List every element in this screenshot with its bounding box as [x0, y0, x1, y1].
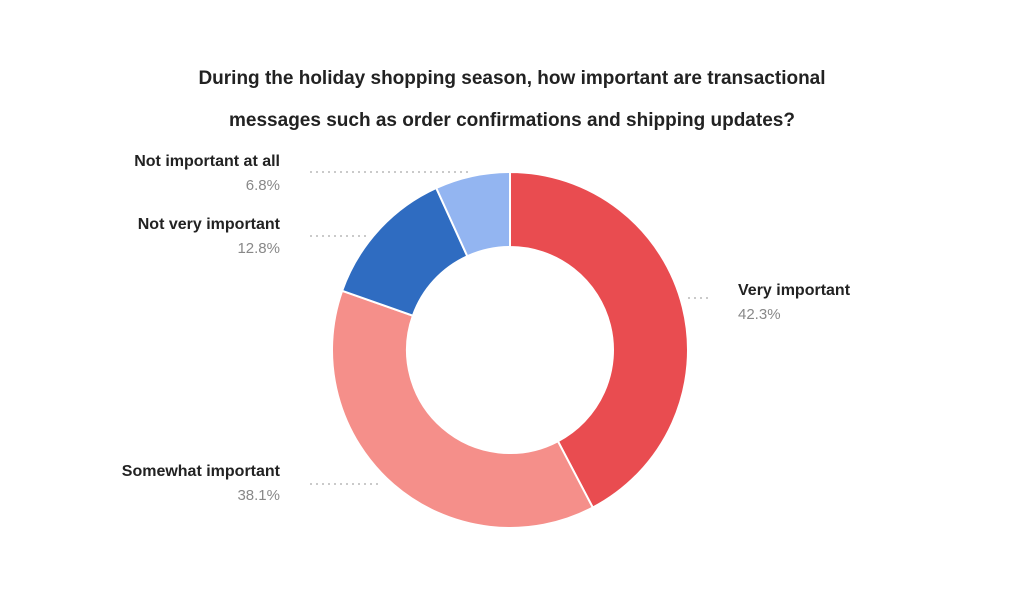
- slice-very-important: [509, 170, 689, 509]
- slice-label-not-important-at-all: Not important at all: [134, 153, 280, 170]
- slice-label-not-very-important: Not very important: [138, 216, 281, 233]
- chart-title: During the holiday shopping season, how …: [0, 58, 1024, 142]
- chart-title-line-1: During the holiday shopping season, how …: [198, 68, 826, 89]
- slice-label-somewhat-important: Somewhat important: [122, 463, 281, 480]
- slice-value-not-important-at-all: 6.8%: [246, 177, 280, 194]
- slice-somewhat-important: [331, 289, 595, 529]
- slice-not-important-at-all: [434, 170, 511, 258]
- slice-value-not-very-important: 12.8%: [237, 240, 280, 257]
- slice-value-very-important: 42.3%: [738, 306, 781, 323]
- chart-title-line-2: messages such as order confirmations and…: [229, 110, 795, 131]
- slice-value-somewhat-important: 38.1%: [237, 487, 280, 504]
- slice-label-very-important: Very important: [738, 282, 851, 299]
